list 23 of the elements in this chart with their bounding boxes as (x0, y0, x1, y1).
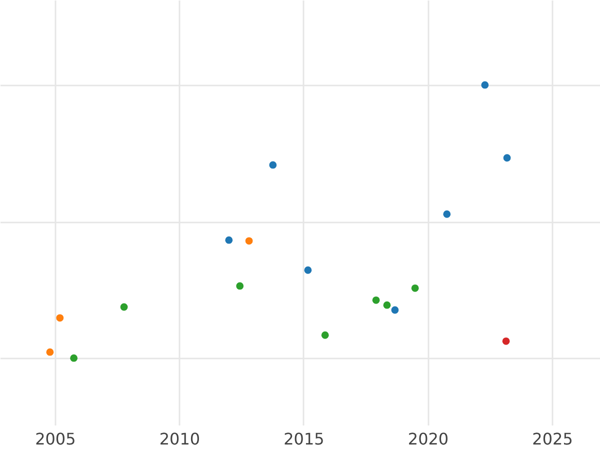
point (269, 161, 277, 169)
x-tick-label: 2010 (159, 430, 200, 448)
point (46, 348, 54, 356)
point (481, 81, 489, 89)
x-tick-label: 2015 (284, 430, 324, 448)
point (225, 236, 233, 244)
point (245, 237, 253, 245)
point (56, 314, 64, 322)
point (502, 337, 510, 345)
point (383, 301, 391, 309)
point (120, 303, 128, 311)
point (411, 284, 419, 292)
x-tick-label: 2005 (35, 430, 76, 448)
point (236, 282, 244, 290)
x-tick-label: 2020 (408, 430, 449, 448)
point (503, 154, 511, 162)
x-tick-label: 2025 (532, 430, 573, 448)
point (391, 306, 399, 314)
point (321, 331, 329, 339)
point (443, 210, 451, 218)
point (304, 266, 312, 274)
point (70, 354, 78, 362)
point (372, 296, 380, 304)
